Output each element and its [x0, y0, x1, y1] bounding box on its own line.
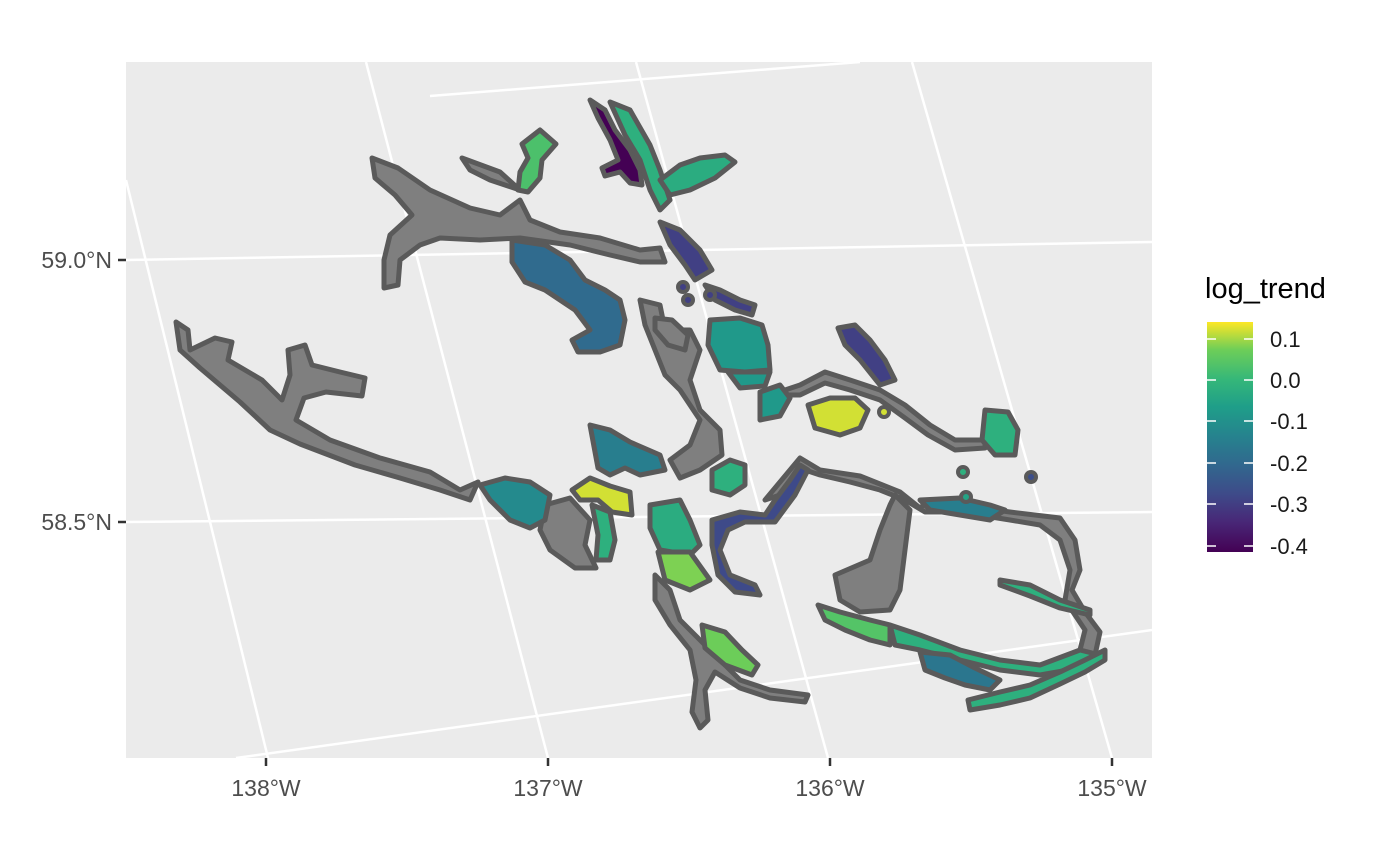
- region-lynn-canal-teal: [509, 237, 628, 355]
- legend-label: -0.1: [1270, 409, 1308, 434]
- region-center-green: [705, 315, 773, 375]
- region-east-green-arm: [997, 577, 1093, 618]
- region-center-strip: [725, 369, 773, 391]
- legend: log_trend 0.1 0.0 -0.1 -0.2 -0.3 -0.4: [1205, 273, 1326, 559]
- region-west-teal: [477, 475, 553, 531]
- region-mid-loop: [652, 315, 691, 353]
- island-dot-5: [956, 465, 970, 479]
- region-north-channel-blue: [657, 219, 715, 283]
- shoreline-regions: [173, 97, 1108, 731]
- meridian-135w: [910, 62, 1114, 758]
- region-central: [637, 297, 725, 481]
- region-mid-teal: [587, 422, 668, 478]
- legend-label: -0.3: [1270, 492, 1308, 517]
- legend-title: log_trend: [1205, 273, 1326, 305]
- region-northwest: [369, 155, 668, 291]
- island-dot-3: [703, 288, 717, 302]
- region-southeast-lime: [815, 602, 893, 648]
- meridian-138w: [126, 179, 270, 758]
- region-north-inlet: [587, 97, 645, 188]
- island-dot-6: [959, 490, 973, 504]
- region-channel-blue-segment: [702, 282, 758, 318]
- parallel-upper: [429, 62, 861, 98]
- legend-ticks: [1207, 338, 1253, 547]
- x-axis: 138°W 137°W 136°W 135°W: [231, 758, 1147, 801]
- small-islands: [676, 280, 1038, 504]
- region-east-bluearm: [835, 322, 898, 388]
- region-southeast-teal: [917, 649, 1003, 693]
- island-dot-7: [877, 405, 891, 419]
- x-tick-label: 137°W: [513, 775, 583, 801]
- region-east-inner: [832, 492, 913, 615]
- region-center-channel-blue: [709, 462, 811, 598]
- y-tick-label: 58.5°N: [41, 509, 112, 535]
- y-tick-label: 59.0°N: [41, 247, 112, 273]
- region-small-ring: [709, 457, 748, 498]
- island-dot-4: [1024, 470, 1038, 484]
- region-north-channel: [459, 155, 523, 193]
- region-mid-yellowgreen: [655, 549, 713, 593]
- region-southeast-green-tail: [965, 647, 1108, 713]
- y-axis: 59.0°N 58.5°N: [41, 247, 126, 535]
- region-southwest-bay: [537, 495, 599, 571]
- legend-label: 0.0: [1270, 368, 1301, 393]
- island-dot-1: [676, 280, 690, 294]
- legend-label: -0.2: [1270, 451, 1308, 476]
- region-northeast-arm: [657, 152, 738, 198]
- x-tick-label: 135°W: [1077, 775, 1147, 801]
- region-glacier-yellow: [569, 475, 635, 518]
- legend-colorbar: [1207, 322, 1253, 552]
- region-bay-green-small: [589, 502, 618, 563]
- legend-label: -0.4: [1270, 534, 1308, 559]
- region-east-ring: [805, 395, 871, 438]
- region-north-arm: [607, 99, 673, 213]
- region-north-lake: [515, 127, 559, 195]
- legend-label: 0.1: [1270, 327, 1301, 352]
- x-tick-label: 136°W: [795, 775, 865, 801]
- region-east-bay: [979, 407, 1021, 458]
- region-mid-green: [647, 497, 703, 558]
- region-west-arm: [173, 319, 481, 503]
- x-tick-label: 138°W: [231, 775, 301, 801]
- region-center-link: [757, 382, 793, 423]
- region-south-yellowgreen: [699, 622, 761, 678]
- island-dot-2: [681, 293, 695, 307]
